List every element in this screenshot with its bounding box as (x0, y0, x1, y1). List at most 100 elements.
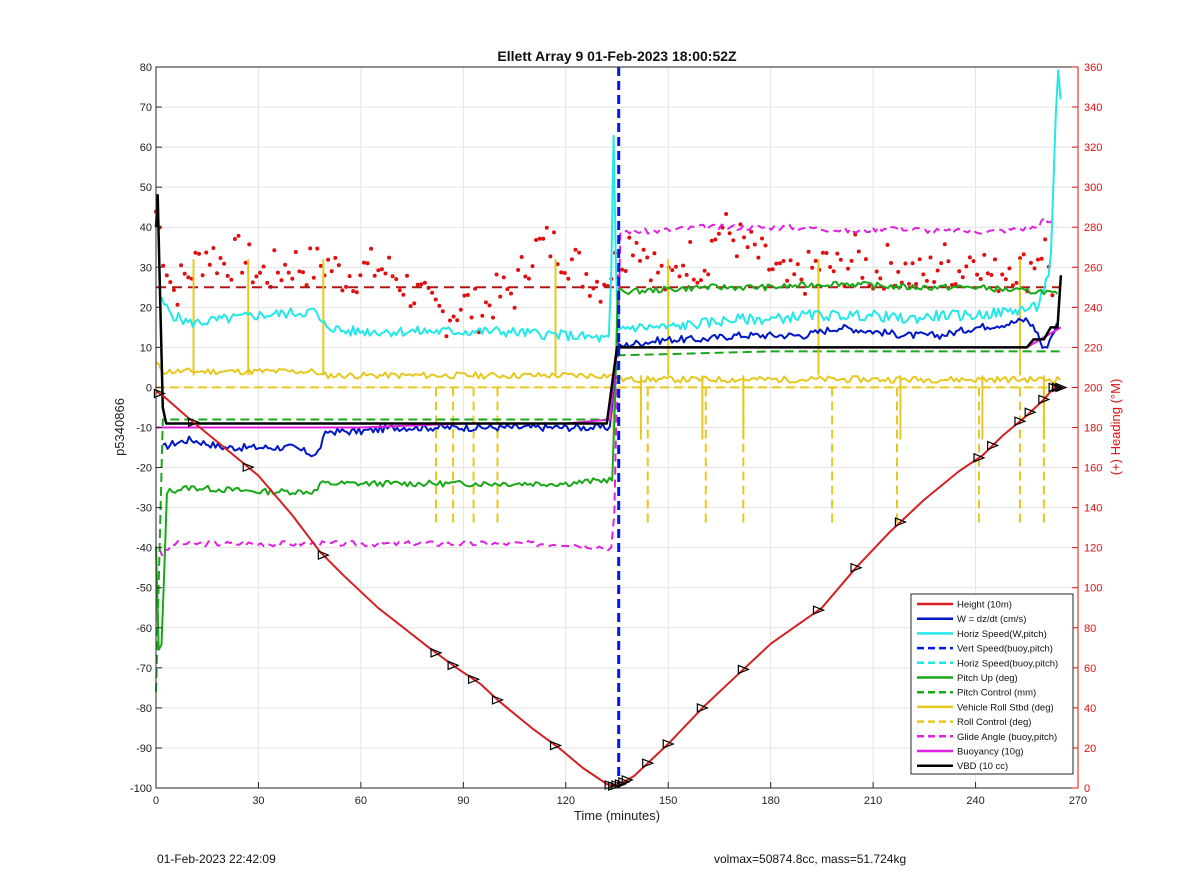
heading-point (734, 254, 739, 259)
heading-point (562, 271, 567, 275)
heading-point (405, 273, 409, 278)
heading-point (978, 277, 983, 281)
heading-point (982, 252, 987, 257)
heading-point (903, 261, 908, 266)
x-tick-label: 0 (153, 795, 159, 807)
heading-point (684, 272, 689, 277)
heading-point (878, 276, 883, 281)
height-marker (812, 605, 826, 616)
heading-point (960, 275, 965, 280)
heading-point (971, 259, 976, 264)
heading-point (681, 263, 686, 268)
footer-timestamp: 01-Feb-2023 22:42:09 (157, 852, 276, 866)
heading-point (677, 274, 682, 279)
heading-point (885, 242, 890, 247)
heading-point (225, 273, 230, 278)
heading-point (544, 225, 549, 230)
heading-point (301, 270, 305, 275)
y2-tick-label: 40 (1084, 703, 1096, 715)
w-dzdt-line (162, 317, 1058, 458)
heading-point (526, 276, 531, 281)
heading-point (498, 294, 503, 299)
heading-point (763, 243, 768, 248)
heading-point (258, 270, 262, 275)
heading-point (444, 334, 449, 339)
heading-point (785, 278, 790, 283)
x-tick-label: 90 (457, 795, 469, 807)
height-marker (737, 664, 750, 675)
heading-point (512, 305, 517, 310)
y-tick-label: -80 (136, 703, 152, 715)
heading-point (996, 289, 1001, 294)
heading-point (286, 270, 291, 275)
heading-point (365, 261, 370, 266)
heading-point (573, 247, 578, 252)
heading-point (1032, 266, 1037, 271)
heading-point (279, 278, 284, 283)
y2-tick-label: 20 (1084, 743, 1096, 755)
heading-point (863, 257, 868, 262)
heading-point (824, 251, 829, 255)
x-axis-ticks: 0 30 60 90 120 150 180 210 240 270 (153, 782, 1087, 807)
heading-point (1039, 256, 1044, 261)
heading-point (792, 272, 797, 277)
heading-point (179, 263, 184, 268)
legend-label: Vehicle Roll Stbd (deg) (957, 702, 1054, 713)
heading-point (455, 318, 460, 323)
heading-point (415, 282, 420, 287)
heading-point (182, 271, 187, 276)
heading-point (623, 269, 628, 273)
heading-point (548, 254, 553, 259)
heading-point (340, 288, 345, 293)
heading-point (200, 273, 205, 278)
y2-tick-label: 240 (1084, 302, 1102, 314)
heading-point (480, 313, 485, 318)
y2-tick-label: 80 (1084, 623, 1096, 635)
heading-point (853, 232, 858, 237)
x-tick-label: 240 (966, 795, 984, 807)
heading-point (555, 262, 560, 267)
heading-point (344, 284, 348, 289)
heading-point (530, 264, 535, 269)
height-marker (1048, 382, 1061, 393)
y2-axis-ticks: 3603403203002802602402202001801601401201… (1072, 62, 1102, 795)
heading-point (161, 263, 166, 268)
heading-point (204, 250, 209, 255)
series-layer (153, 67, 1068, 791)
height-marker (153, 388, 167, 399)
heading-point (207, 262, 212, 267)
heading-point (569, 257, 574, 262)
heading-point (211, 246, 216, 250)
y-tick-label: 10 (140, 342, 152, 354)
heading-point (254, 274, 259, 279)
heading-point (942, 242, 947, 247)
heading-point (953, 282, 958, 287)
heading-point (390, 274, 395, 279)
heading-point (584, 272, 589, 276)
heading-point (250, 280, 255, 285)
heading-point (394, 277, 399, 282)
heading-point (541, 236, 546, 241)
y-tick-label: 70 (140, 102, 152, 114)
heading-point (691, 277, 696, 282)
heading-point (175, 302, 180, 307)
heading-point (290, 276, 295, 281)
heading-point (627, 235, 632, 240)
heading-point (491, 315, 495, 320)
legend-box (910, 593, 1074, 775)
heading-point (917, 257, 922, 262)
heading-point (304, 283, 309, 288)
heading-point (487, 303, 492, 308)
legend-label: VBD (10 cc) (957, 761, 1008, 772)
heading-point (774, 261, 779, 266)
y-tick-label: -70 (136, 663, 152, 675)
heading-point (788, 258, 793, 263)
heading-point (742, 235, 746, 240)
heading-point (634, 240, 639, 245)
heading-point (921, 272, 926, 277)
heading-point (709, 238, 714, 243)
height-marker (467, 674, 481, 685)
y-tick-label: -50 (136, 583, 152, 595)
legend-label: Glide Angle (buoy,pitch) (957, 732, 1057, 743)
height-marker (187, 417, 201, 428)
